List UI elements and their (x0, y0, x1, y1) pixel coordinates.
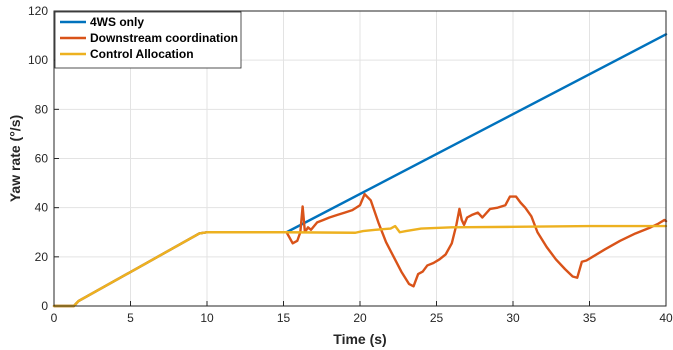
y-tick-label: 60 (35, 152, 49, 166)
x-tick-label: 25 (430, 311, 444, 325)
series-line-3 (52, 224, 668, 308)
x-tick-label: 40 (659, 311, 673, 325)
x-tick-label: 0 (51, 311, 58, 325)
x-tick-label: 5 (127, 311, 134, 325)
x-tick-label: 10 (200, 311, 214, 325)
x-tick-label: 15 (277, 311, 291, 325)
tick-labels: 0 5 10 15 20 25 30 35 40 0 20 40 60 80 100 120 (28, 4, 673, 325)
y-tick-label: 100 (28, 53, 48, 67)
y-tick-label: 80 (35, 102, 49, 116)
y-tick-label: 40 (35, 201, 49, 215)
y-axis-label: Yaw rate (°/s) (7, 115, 23, 202)
x-tick-label: 35 (583, 311, 597, 325)
y-tick-label: 0 (41, 299, 48, 313)
legend-label-3: Control Allocation (90, 47, 194, 61)
y-tick-label: 120 (28, 4, 48, 18)
x-tick-label: 20 (353, 311, 367, 325)
legend-label-1: 4WS only (90, 15, 144, 29)
x-tick-label: 30 (506, 311, 520, 325)
x-axis-label: Time (s) (333, 331, 386, 347)
legend: 4WS only Downstream coordination Control A… (54, 11, 242, 69)
y-tick-label: 20 (35, 250, 49, 264)
series-line-2 (52, 192, 668, 308)
legend-label-2: Downstream coordination (90, 31, 238, 45)
